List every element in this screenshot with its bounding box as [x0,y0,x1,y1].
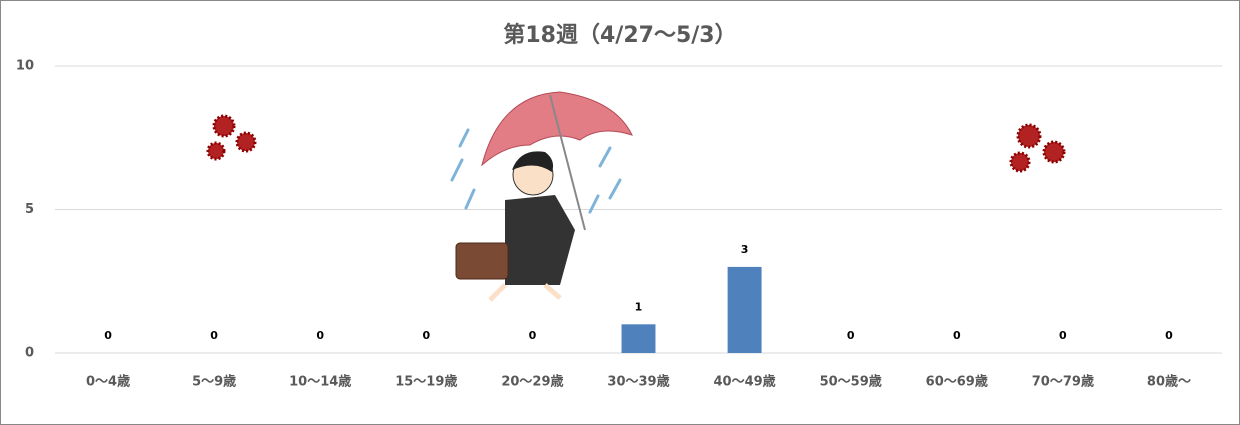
value-label: 0 [529,329,537,342]
bar [728,267,762,353]
value-label: 0 [847,329,855,342]
y-tick-label: 10 [16,59,34,74]
x-tick-label: 60～69歳 [926,374,988,390]
x-tick-label: 70～79歳 [1032,374,1094,390]
x-tick-label: 80歳～ [1147,374,1191,390]
value-label: 3 [741,243,749,256]
chart-title: 第18週（4/27～5/3） [503,22,736,48]
x-tick-label: 5～9歳 [192,374,236,390]
value-label: 0 [210,329,218,342]
value-label: 0 [104,329,112,342]
x-tick-label: 0～4歳 [86,374,130,390]
x-tick-label: 15～19歳 [395,374,457,390]
value-label: 0 [1165,329,1173,342]
chart-border [1,1,1240,425]
value-label: 1 [635,300,643,313]
bar [622,324,656,353]
chart: 第18週（4/27～5/3） 05100～4歳05～9歳010～14歳015～1… [0,0,1240,425]
x-tick-label: 50～59歳 [820,374,882,390]
value-label: 0 [316,329,324,342]
x-tick-label: 30～39歳 [607,374,669,390]
x-tick-label: 40～49歳 [713,374,775,390]
x-tick-label: 10～14歳 [289,374,351,390]
x-tick-label: 20～29歳 [501,374,563,390]
y-tick-label: 5 [25,202,34,217]
value-label: 0 [953,329,961,342]
value-label: 0 [1059,329,1067,342]
value-label: 0 [422,329,430,342]
y-tick-label: 0 [25,346,34,361]
